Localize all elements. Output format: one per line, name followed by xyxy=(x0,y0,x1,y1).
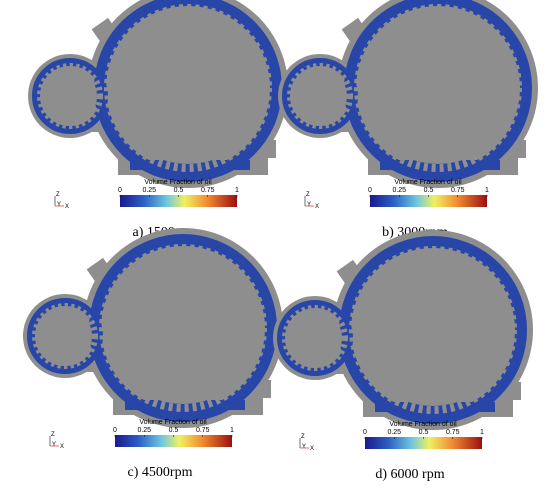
colorbar xyxy=(120,195,237,207)
colorbar-tick-label: 0.5 xyxy=(169,427,179,434)
gear xyxy=(288,311,342,365)
axis-label: Y xyxy=(307,202,311,208)
colorbar-tick-label: 0.25 xyxy=(392,187,406,194)
gear xyxy=(38,309,92,363)
panel: Volume Fraction of oil 0 0.25 0.5 0.75 1 ZY Xc)… xyxy=(23,228,283,480)
axis-label: Y xyxy=(52,442,56,448)
legend-title: Volume Fraction of oil xyxy=(394,179,462,186)
gear-teeth xyxy=(349,246,517,414)
colorbar-tick-label: 0 xyxy=(363,429,367,436)
gear xyxy=(43,69,97,123)
panel: Volume Fraction of oil 0 0.25 0.5 0.75 1 ZY Xd)… xyxy=(273,230,533,482)
gear xyxy=(107,252,259,404)
axis-label: X xyxy=(310,446,314,452)
panel: Volume Fraction of oil00.250.50.751ZYXa)… xyxy=(28,0,288,240)
caption: c) 4500rpm xyxy=(128,465,193,480)
gear-teeth xyxy=(354,4,522,172)
axis-label: Z xyxy=(56,192,60,198)
gear-teeth xyxy=(99,244,267,412)
oil-ring xyxy=(32,58,108,134)
axis-label: X xyxy=(60,444,64,450)
gear-teeth xyxy=(282,305,348,371)
colorbar-tick-label: 0.5 xyxy=(174,187,184,194)
colorbar xyxy=(365,437,482,449)
colorbar-tick-label: 0.75 xyxy=(451,187,465,194)
gear-teeth xyxy=(104,4,272,172)
legend-title: Volume Fraction of oil xyxy=(389,421,457,428)
colorbar-tick-label: 0.5 xyxy=(424,187,434,194)
colorbar-tick-label: 0.25 xyxy=(387,429,401,436)
colorbar-tick-label: 1 xyxy=(480,429,484,436)
colorbar-tick-label: 1 xyxy=(485,187,489,194)
colorbar-tick-label: 1 xyxy=(235,187,239,194)
axis-label: Z xyxy=(51,432,55,438)
colorbar-tick-label: 0.75 xyxy=(446,429,460,436)
panel: Volume Fraction of oil00.250.50.751ZYXb)… xyxy=(278,0,538,240)
gear xyxy=(112,12,264,164)
caption: d) 6000 rpm xyxy=(375,467,444,482)
gear xyxy=(357,254,509,406)
axis-label: Y xyxy=(302,444,306,450)
axis-label: X xyxy=(315,204,319,210)
colorbar-tick-label: 0.75 xyxy=(201,187,215,194)
gear xyxy=(293,69,347,123)
colorbar-tick-label: 0 xyxy=(368,187,372,194)
axis-label: X xyxy=(65,204,69,210)
oil-ring xyxy=(277,300,353,376)
gear-teeth xyxy=(32,303,98,369)
colorbar-tick-label: 0.25 xyxy=(137,427,151,434)
oil-ring xyxy=(282,58,358,134)
axis-label: Z xyxy=(301,434,305,440)
axis-label: Y xyxy=(57,202,61,208)
colorbar-tick-label: 0 xyxy=(118,187,122,194)
legend-title: Volume Fraction of oil xyxy=(139,419,207,426)
colorbar-tick-label: 0.75 xyxy=(196,427,210,434)
colorbar-tick-label: 0.25 xyxy=(142,187,156,194)
gear-teeth xyxy=(287,63,353,129)
oil-ring xyxy=(27,298,103,374)
colorbar-tick-label: 0.5 xyxy=(419,429,429,436)
legend-title: Volume Fraction of oil xyxy=(144,179,212,186)
colorbar-tick-label: 1 xyxy=(230,427,234,434)
colorbar-tick-label: 0 xyxy=(113,427,117,434)
gear xyxy=(362,12,514,164)
colorbar xyxy=(370,195,487,207)
axis-label: Z xyxy=(306,192,310,198)
colorbar xyxy=(115,435,232,447)
gear-teeth xyxy=(37,63,103,129)
